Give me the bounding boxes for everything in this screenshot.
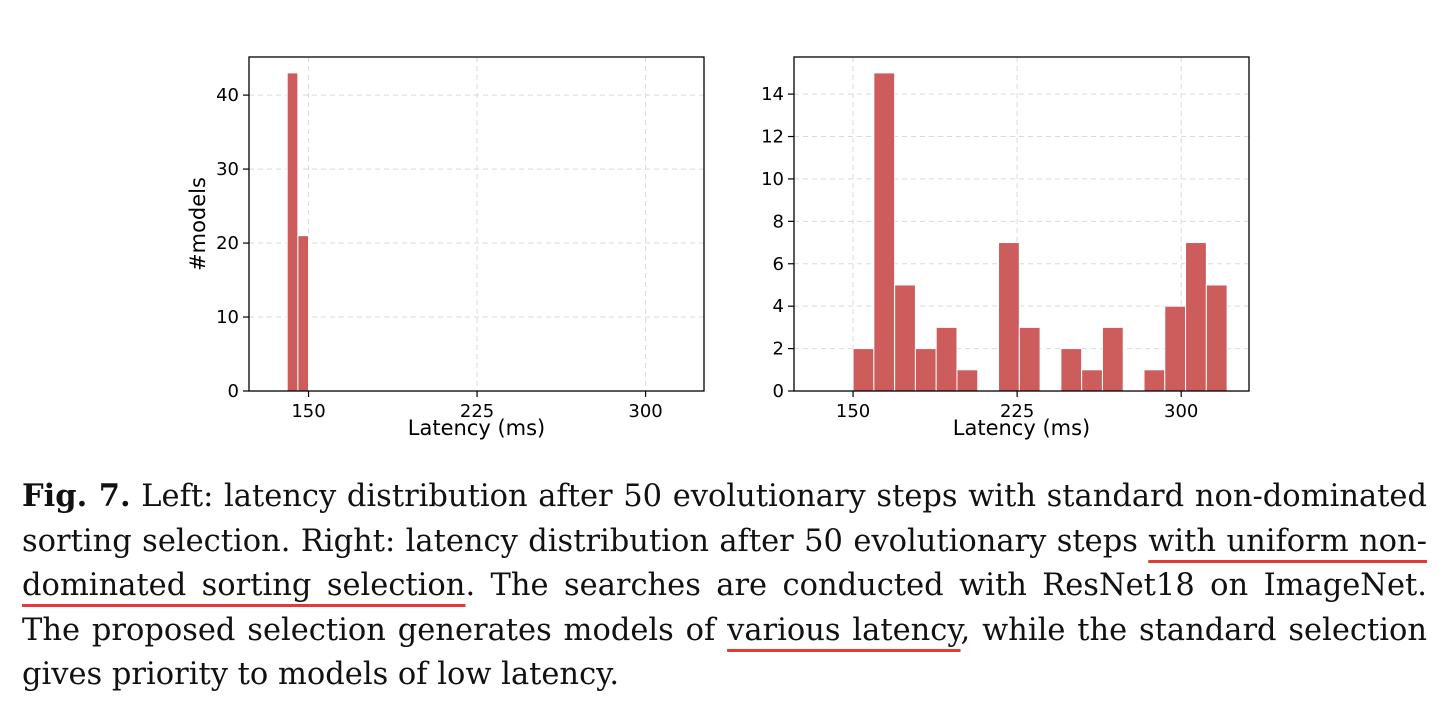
x-tick-label: 300 <box>1164 401 1198 422</box>
caption-text-1: Left: latency distribution after 50 evol… <box>22 479 1427 559</box>
x-axis-label: Latency (ms) <box>953 416 1090 440</box>
histogram-bar <box>1205 284 1228 392</box>
x-axis-label: Latency (ms) <box>408 416 545 440</box>
caption-highlight-uniform-selection: with uniform non-dominated sorting selec… <box>22 523 1427 604</box>
y-axis-label: #models <box>186 177 210 271</box>
y-tick-label: 14 <box>761 84 784 105</box>
histogram-bar <box>956 369 979 392</box>
y-tick-label: 30 <box>216 159 239 180</box>
x-tick-label: 225 <box>1000 401 1034 422</box>
figure-caption: Fig. 7. Left: latency distribution after… <box>22 474 1427 698</box>
y-tick-label: 10 <box>216 307 239 328</box>
y-tick-label: 20 <box>216 233 239 254</box>
y-tick-label: 0 <box>773 381 784 402</box>
histogram-bar <box>852 348 875 392</box>
y-tick-label: 4 <box>773 296 784 317</box>
y-tick-label: 12 <box>761 127 784 148</box>
histogram-bar <box>1164 305 1187 392</box>
x-tick-label: 225 <box>460 401 494 422</box>
caption-highlight-various-latency: various latency <box>727 612 961 648</box>
histogram-bar <box>1018 326 1041 392</box>
histogram-bar <box>914 348 937 392</box>
figure-label: Fig. 7. <box>22 478 131 514</box>
y-tick-label: 40 <box>216 85 239 106</box>
histogram-bar <box>1185 242 1207 392</box>
caption-text-2: . The searches are conducted with ResNet… <box>22 568 1427 648</box>
histogram-bar <box>894 284 916 392</box>
histogram-bar <box>297 235 310 392</box>
plot-frame <box>793 56 1250 392</box>
histogram-bar <box>1101 326 1124 392</box>
caption-text-3: , while the standard selection gives pri… <box>22 612 1427 693</box>
x-tick-label: 150 <box>836 401 870 422</box>
histogram-bar <box>998 242 1020 392</box>
histogram-bar <box>286 72 299 392</box>
x-tick-label: 300 <box>628 401 662 422</box>
y-tick-label: 6 <box>773 254 784 275</box>
histogram-bar <box>935 326 958 392</box>
plot-frame <box>248 56 705 392</box>
y-tick-label: 2 <box>773 339 784 360</box>
y-tick-label: 10 <box>761 169 784 190</box>
histogram-bar <box>873 72 896 392</box>
y-tick-label: 8 <box>773 211 784 232</box>
x-tick-label: 150 <box>291 401 325 422</box>
histogram-bar <box>1060 348 1083 392</box>
histogram-bar <box>1143 369 1166 392</box>
right-histogram-panel: 150 225 300 0 2 4 6 8 10 12 14 Latency (ms) <box>761 56 1250 440</box>
y-tick-label: 0 <box>228 381 239 402</box>
histogram-bar <box>1081 369 1103 392</box>
left-histogram-panel: 150 225 300 0 10 20 30 40 Latency (ms) #models <box>186 56 705 440</box>
